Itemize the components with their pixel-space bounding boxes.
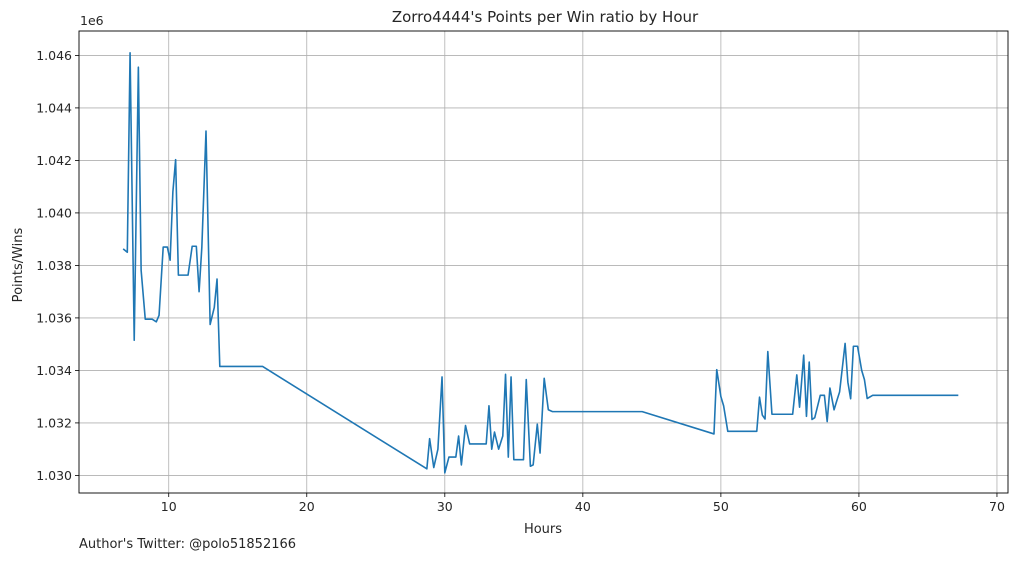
x-tick-label: 40	[575, 499, 591, 514]
chart-title: Zorro4444's Points per Win ratio by Hour	[392, 8, 699, 26]
ticks: 10 20 30 40 50 60 70 1.030 1.032 1.034 1.036 1.038 1…	[36, 48, 1005, 514]
x-tick-label: 70	[989, 499, 1005, 514]
y-tick-label: 1.032	[36, 415, 72, 430]
x-tick-label: 20	[299, 499, 315, 514]
y-tick-label: 1.038	[36, 258, 72, 273]
plot-frame	[78, 30, 1009, 494]
series-line	[122, 51, 959, 474]
y-axis-label: Points/Wins	[11, 227, 26, 302]
y-tick-label: 1.036	[36, 310, 72, 325]
x-axis-label: Hours	[524, 522, 562, 537]
x-tick-label: 50	[713, 499, 729, 514]
x-tick-label: 30	[437, 499, 453, 514]
author-credit: Author's Twitter: @polo51852166	[79, 537, 297, 552]
y-offset-text: 1e6	[80, 13, 104, 28]
y-tick-label: 1.042	[36, 153, 72, 168]
y-tick-label: 1.040	[36, 205, 72, 220]
x-tick-label: 60	[851, 499, 867, 514]
y-tick-label: 1.030	[36, 468, 72, 483]
y-tick-label: 1.046	[36, 48, 72, 63]
y-tick-label: 1.034	[36, 363, 72, 378]
y-tick-label: 1.044	[36, 100, 72, 115]
grid	[79, 31, 1008, 493]
x-tick-label: 10	[161, 499, 177, 514]
